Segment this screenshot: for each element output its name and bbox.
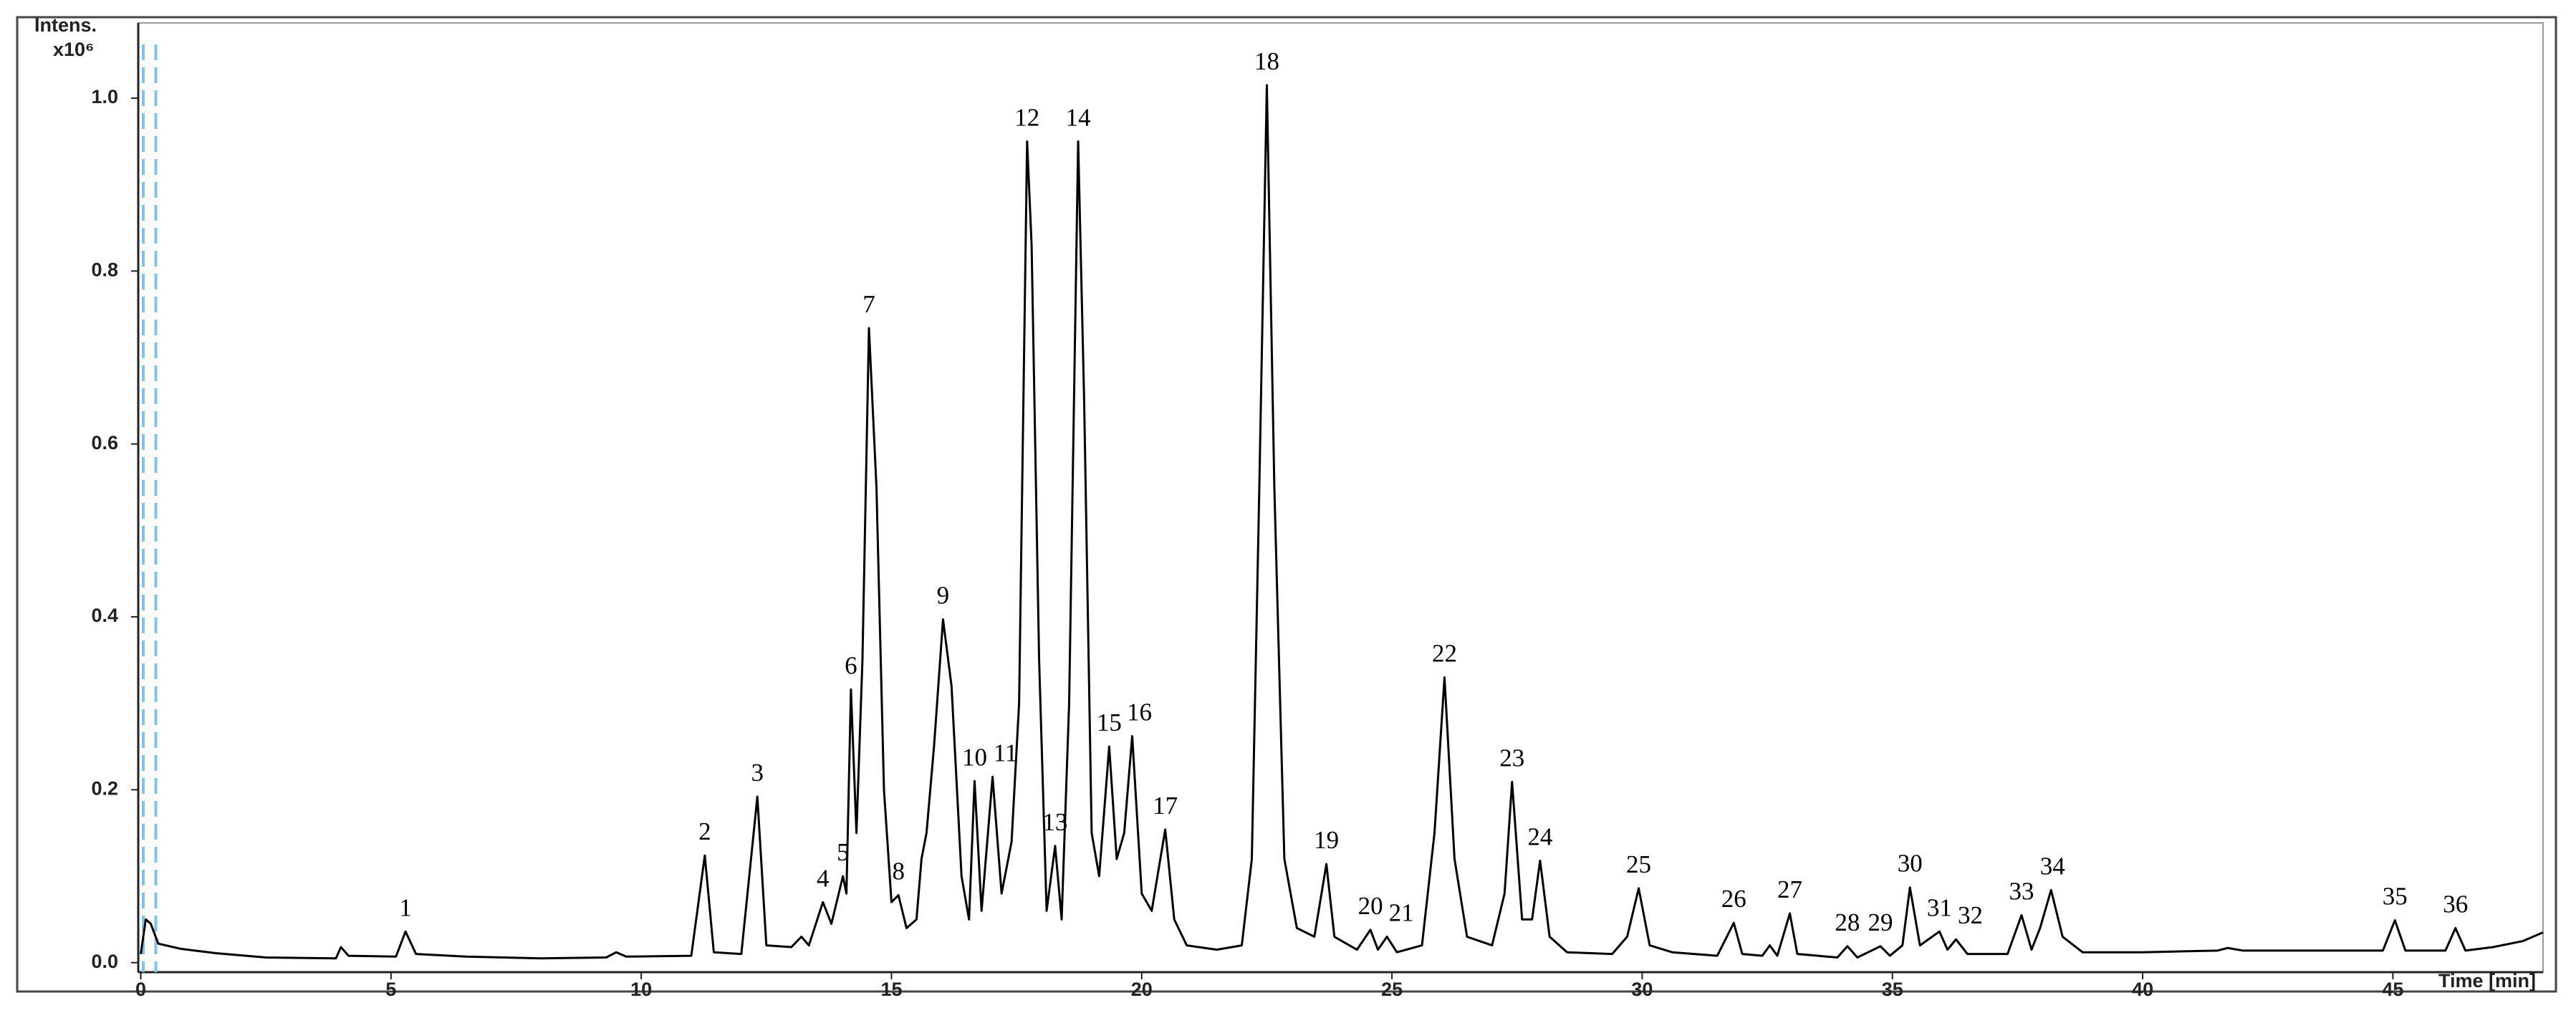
peak-label: 23 (1499, 744, 1524, 772)
y-tick-label: 0.4 (91, 605, 118, 626)
y-tick-label: 0.6 (91, 432, 118, 453)
trace-line (140, 84, 2544, 960)
peak-label: 20 (1358, 892, 1383, 920)
peak-label: 17 (1153, 792, 1178, 820)
y-axis-unit: x10⁶ (53, 39, 94, 60)
peak-label: 14 (1066, 103, 1091, 131)
x-tick-label: 30 (1631, 979, 1653, 1000)
y-tick-label: 0.2 (91, 778, 118, 800)
outer-frame (16, 16, 2557, 993)
y-tick-label: 0.8 (91, 259, 118, 280)
peak-label: 1 (399, 893, 412, 921)
peak-label: 28 (1835, 908, 1860, 936)
peak-label: 4 (817, 864, 830, 892)
y-tick-label: 1.0 (91, 86, 118, 107)
peak-label: 24 (1527, 822, 1552, 850)
peak-label: 25 (1626, 850, 1651, 878)
peak-label: 32 (1958, 901, 1983, 929)
peak-label: 13 (1042, 808, 1067, 836)
x-tick-label: 20 (1131, 979, 1153, 1000)
peak-label: 3 (751, 759, 764, 787)
peak-label: 26 (1721, 885, 1746, 913)
peak-label: 19 (1314, 826, 1339, 854)
y-tick-label: 0.0 (91, 951, 118, 972)
peak-label: 21 (1389, 899, 1414, 927)
peak-label: 18 (1254, 47, 1279, 75)
x-tick-label: 35 (1882, 979, 1903, 1000)
x-axis-label: Time [min] (2438, 970, 2536, 992)
peak-label: 8 (892, 858, 905, 885)
x-tick-label: 15 (880, 979, 902, 1000)
peak-label: 33 (2009, 877, 2034, 905)
peak-label: 12 (1014, 103, 1039, 131)
peak-label: 30 (1898, 850, 1923, 878)
x-tick-label: 25 (1381, 979, 1403, 1000)
peak-label: 22 (1432, 640, 1457, 668)
peak-label: 35 (2383, 883, 2408, 911)
x-tick-label: 10 (630, 979, 652, 1000)
peak-label: 29 (1868, 908, 1893, 936)
peak-label: 5 (837, 838, 850, 866)
peak-label: 15 (1097, 709, 1122, 736)
peak-label: 7 (862, 290, 875, 318)
peak-label: 6 (845, 651, 857, 679)
peak-label: 16 (1127, 698, 1152, 726)
x-tick-label: 5 (385, 979, 396, 1000)
peak-label: 34 (2040, 852, 2065, 880)
x-tick-label: 40 (2132, 979, 2153, 1000)
peak-label: 9 (937, 582, 950, 610)
x-tick-label: 0 (135, 979, 146, 1000)
peak-label: 10 (962, 743, 987, 771)
peak-label: 11 (994, 739, 1018, 767)
peak-label: 2 (698, 817, 711, 845)
y-axis-label: Intens. (34, 14, 97, 36)
peak-label: 36 (2443, 890, 2468, 918)
x-tick-label: 45 (2382, 979, 2403, 1000)
peak-label: 31 (1927, 893, 1952, 921)
peak-label: 27 (1777, 875, 1802, 903)
